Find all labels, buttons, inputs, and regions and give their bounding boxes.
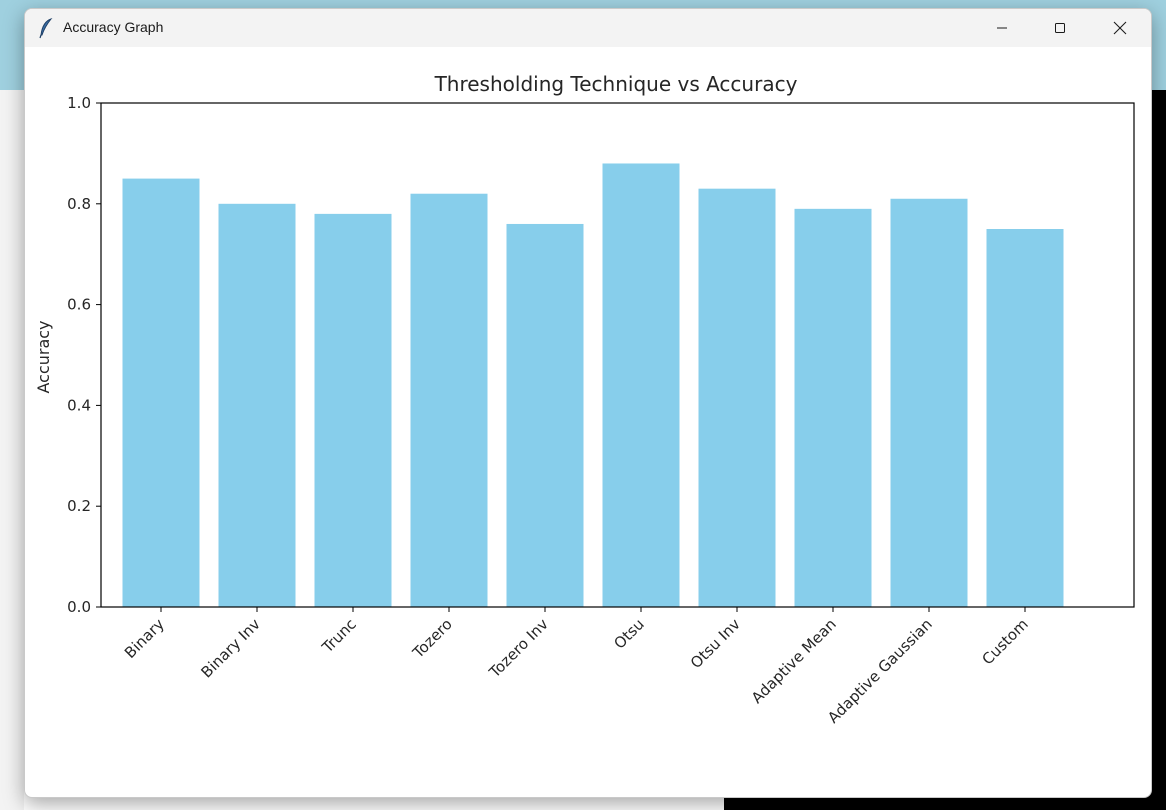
maximize-icon	[1054, 22, 1066, 34]
x-tick-label: Tozero	[409, 615, 456, 662]
close-icon	[1113, 21, 1127, 35]
x-tick-label: Otsu	[610, 615, 647, 652]
bars-group	[122, 163, 1064, 608]
y-tick-label: 0.6	[67, 296, 91, 314]
x-tick-label: Otsu Inv	[687, 615, 744, 672]
x-tick-label: Adaptive Gaussian	[824, 615, 936, 727]
y-tick-label: 1.0	[67, 94, 91, 112]
background-app-edge	[0, 90, 24, 810]
bar-binary	[122, 178, 200, 607]
chart-area: Thresholding Technique vs Accuracy Accur…	[25, 47, 1151, 797]
y-tick-label: 0.4	[67, 396, 91, 414]
minimize-button[interactable]	[973, 9, 1031, 47]
bar-tozero-inv	[506, 223, 584, 607]
axes-frame	[100, 102, 1135, 608]
title-bar[interactable]: Accuracy Graph	[25, 9, 1151, 47]
bar-trunc	[314, 213, 392, 607]
background-dark-panel	[1150, 90, 1166, 810]
chart-window: Accuracy Graph Thresholding Technique vs…	[24, 8, 1152, 798]
bar-adaptive-mean	[794, 208, 872, 607]
x-tick-label: Adaptive Mean	[748, 615, 840, 707]
maximize-button[interactable]	[1031, 9, 1089, 47]
x-tick-label: Binary	[121, 615, 168, 662]
x-axis-ticks: Binary Binary Inv Trunc Tozero Tozero Inv Ots…	[121, 607, 1032, 727]
y-tick-label: 0.0	[67, 598, 91, 616]
minimize-icon	[996, 22, 1008, 34]
chart-title: Thresholding Technique vs Accuracy	[434, 72, 798, 96]
y-tick-label: 0.8	[67, 195, 91, 213]
close-button[interactable]	[1091, 9, 1149, 47]
bar-custom	[986, 229, 1064, 607]
x-tick-label: Binary Inv	[198, 615, 264, 681]
bar-chart: Thresholding Technique vs Accuracy Accur…	[34, 72, 1135, 727]
y-axis-label: Accuracy	[34, 320, 53, 393]
y-tick-label: 0.2	[67, 497, 91, 515]
bar-otsu	[602, 163, 680, 607]
bar-otsu-inv	[698, 188, 776, 607]
x-tick-label: Tozero Inv	[485, 615, 552, 682]
y-axis-ticks: 0.0 0.2 0.4 0.6 0.8 1.0	[67, 94, 101, 616]
window-title: Accuracy Graph	[63, 19, 164, 35]
feather-icon	[37, 17, 55, 39]
bar-adaptive-gaussian	[890, 198, 968, 607]
x-tick-label: Trunc	[318, 615, 360, 657]
x-tick-label: Custom	[978, 615, 1031, 668]
bar-tozero	[410, 193, 488, 607]
bar-binary-inv	[218, 203, 296, 608]
